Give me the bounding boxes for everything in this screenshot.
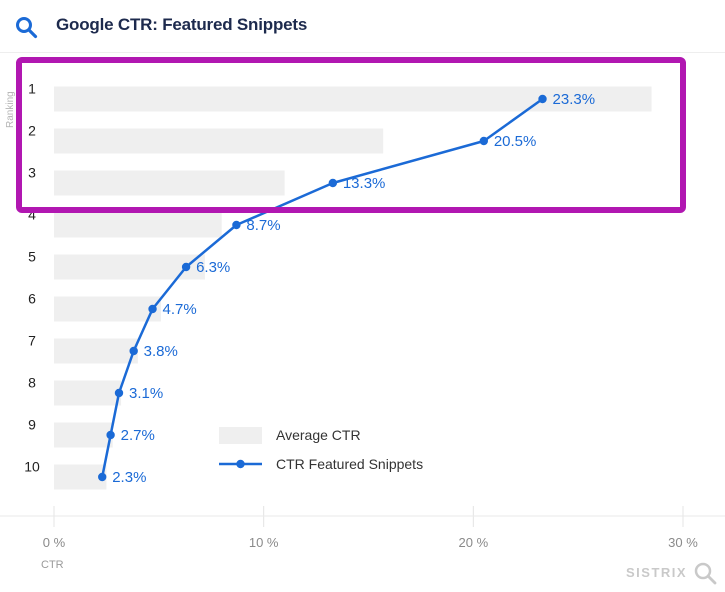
ranking-label: 8	[28, 375, 36, 391]
ranking-label: 9	[28, 417, 36, 433]
featured-snippets-line	[100, 97, 544, 478]
featured-snippets-point	[129, 346, 138, 356]
x-axis-title: CTR	[41, 559, 64, 571]
featured-snippets-point	[114, 388, 124, 398]
ranking-label: 6	[28, 291, 36, 307]
ranking-label: 1	[28, 81, 36, 97]
featured-snippets-data-label: 23.3%	[553, 91, 596, 108]
featured-snippets-data-label: 13.3%	[343, 175, 386, 192]
legend-label-featured: CTR Featured Snippets	[276, 456, 423, 472]
chart-title: Google CTR: Featured Snippets	[56, 15, 308, 34]
x-tick-label: 0 %	[43, 535, 66, 550]
ranking-label: 7	[28, 333, 36, 349]
x-tick-label: 10 %	[249, 535, 279, 550]
x-tick-label: 30 %	[668, 535, 698, 550]
average-ctr-bar	[54, 422, 113, 448]
featured-snippets-point	[106, 430, 115, 440]
featured-snippets-data-label: 4.7%	[163, 301, 197, 318]
featured-snippets-point	[98, 472, 107, 482]
top-rankings-highlight-box	[16, 57, 686, 213]
featured-snippets-data-label: 3.8%	[144, 343, 178, 360]
featured-snippets-point	[181, 262, 191, 272]
average-ctr-bar	[54, 128, 384, 154]
ranking-label: 10	[24, 459, 40, 475]
average-ctr-bar	[54, 380, 122, 406]
featured-snippets-point	[328, 178, 338, 188]
average-ctr-bar	[54, 212, 222, 238]
featured-snippets-point	[479, 136, 489, 146]
ranking-label: 3	[28, 165, 36, 181]
featured-snippets-data-label: 2.7%	[121, 427, 155, 444]
featured-snippets-data-label: 8.7%	[246, 217, 280, 234]
featured-snippets-data-label: 3.1%	[129, 385, 163, 402]
legend-label-average: Average CTR	[276, 427, 361, 443]
featured-snippets-data-label: 6.3%	[196, 259, 230, 276]
average-ctr-bar	[54, 170, 285, 196]
watermark-search-icon	[694, 562, 717, 585]
ranking-label: 4	[28, 207, 36, 223]
featured-snippets-data-label: 20.5%	[494, 133, 537, 150]
legend-bar-swatch	[219, 427, 262, 444]
average-ctr-bar	[54, 338, 138, 364]
featured-snippets-point	[148, 304, 157, 314]
legend-line-marker	[236, 459, 245, 469]
average-ctr-bar	[54, 464, 107, 490]
sistrix-watermark: SISTRIX	[626, 565, 688, 580]
average-ctr-bar	[54, 296, 161, 322]
x-tick-label: 20 %	[459, 535, 489, 550]
featured-snippets-point	[232, 220, 241, 230]
featured-snippets-point	[538, 94, 547, 104]
chart-header: Google CTR: Featured Snippets	[0, 0, 725, 53]
ranking-label: 5	[28, 249, 36, 265]
average-ctr-bar	[54, 86, 652, 112]
search-icon	[16, 17, 38, 39]
y-axis-title: Ranking	[5, 91, 16, 128]
featured-snippets-data-label: 2.3%	[112, 469, 146, 486]
ranking-label: 2	[28, 123, 36, 139]
